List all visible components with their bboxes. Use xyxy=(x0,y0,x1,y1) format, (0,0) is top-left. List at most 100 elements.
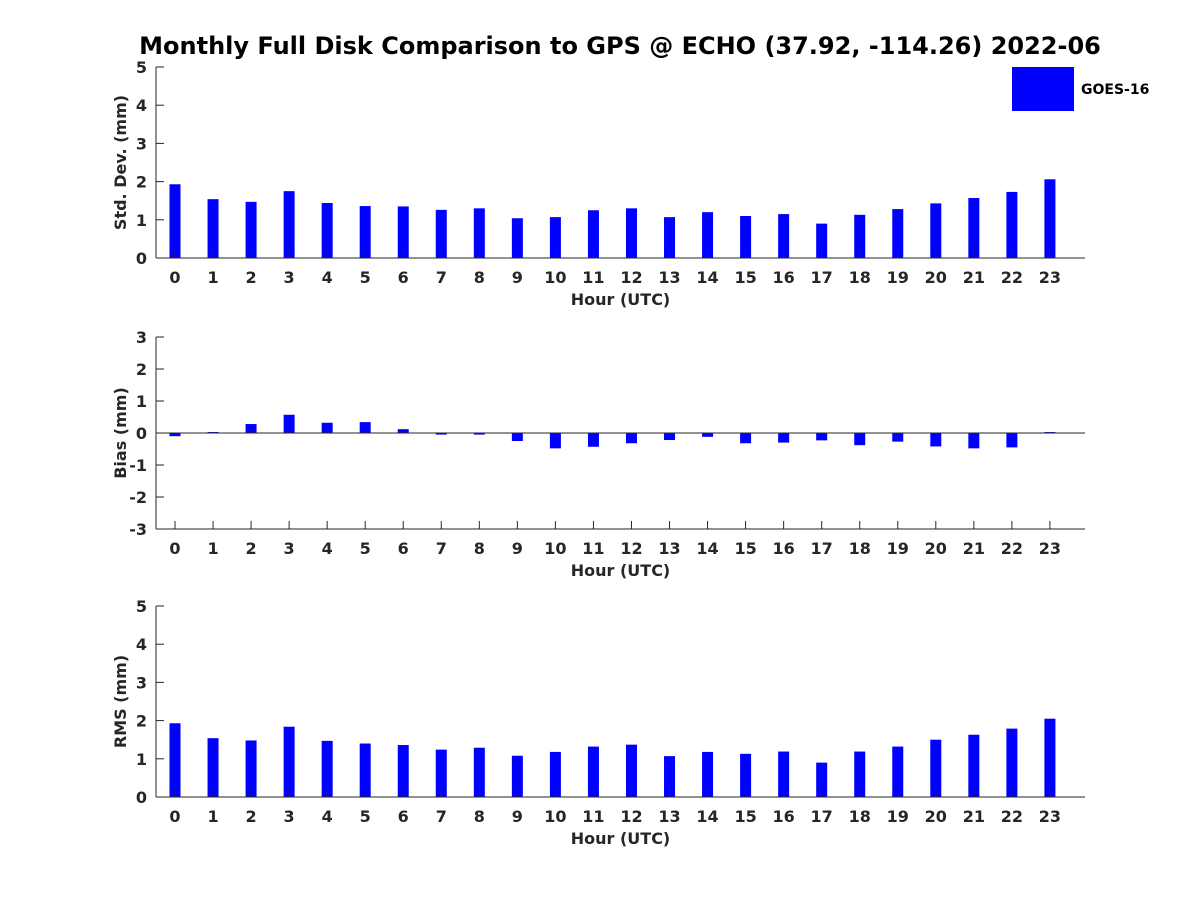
x-tick-label: 15 xyxy=(734,807,756,826)
x-tick-label: 16 xyxy=(773,807,795,826)
x-tick-label: 10 xyxy=(544,539,566,558)
bar-hour-7 xyxy=(435,749,447,797)
x-tick-label: 1 xyxy=(207,268,218,287)
y-tick-label: 2 xyxy=(136,360,147,379)
x-tick-label: 10 xyxy=(544,807,566,826)
x-tick-label: 8 xyxy=(474,268,485,287)
y-tick-label: 4 xyxy=(136,96,147,115)
bar-hour-22 xyxy=(1006,433,1018,448)
x-tick-label: 15 xyxy=(734,539,756,558)
bar-hour-17 xyxy=(816,223,828,258)
x-tick-label: 7 xyxy=(436,268,447,287)
x-tick-label: 6 xyxy=(398,807,409,826)
y-tick-label: 0 xyxy=(136,788,147,807)
x-tick-label: 17 xyxy=(811,807,833,826)
y-tick-label: 4 xyxy=(136,635,147,654)
x-tick-label: 9 xyxy=(512,268,523,287)
x-tick-label: 21 xyxy=(963,268,985,287)
bar-hour-0 xyxy=(169,184,181,258)
x-tick-label: 6 xyxy=(398,539,409,558)
bar-hour-2 xyxy=(245,740,257,797)
x-tick-label: 14 xyxy=(696,807,718,826)
x-tick-label: 5 xyxy=(360,268,371,287)
bar-hour-12 xyxy=(625,744,637,797)
bar-hour-17 xyxy=(816,433,828,441)
bar-hour-22 xyxy=(1006,191,1018,258)
y-tick-label: 2 xyxy=(136,712,147,731)
chart-title: Monthly Full Disk Comparison to GPS @ EC… xyxy=(139,32,1101,60)
x-tick-label: 9 xyxy=(512,807,523,826)
legend: GOES-16 xyxy=(1012,67,1149,111)
bar-hour-2 xyxy=(245,201,257,258)
bar-hour-4 xyxy=(321,740,333,797)
y-tick-label: 2 xyxy=(136,173,147,192)
bar-hour-3 xyxy=(283,726,295,797)
x-tick-label: 13 xyxy=(658,807,680,826)
x-axis-label: Hour (UTC) xyxy=(571,290,671,309)
bar-hour-6 xyxy=(397,745,409,797)
x-tick-label: 19 xyxy=(887,268,909,287)
bar-hour-22 xyxy=(1006,728,1018,797)
bar-hour-4 xyxy=(321,202,333,258)
bar-hour-23 xyxy=(1044,718,1056,797)
bar-hour-19 xyxy=(892,433,904,442)
bar-hour-0 xyxy=(169,723,181,797)
bar-hour-7 xyxy=(435,433,447,435)
y-tick-label: 0 xyxy=(136,424,147,443)
x-tick-label: 14 xyxy=(696,539,718,558)
bar-hour-6 xyxy=(397,206,409,258)
bar-hour-8 xyxy=(473,433,485,435)
y-tick-label: 1 xyxy=(136,750,147,769)
x-tick-label: 22 xyxy=(1001,268,1023,287)
x-tick-label: 20 xyxy=(925,268,947,287)
bar-hour-5 xyxy=(359,422,371,433)
bar-hour-16 xyxy=(778,433,790,443)
bar-hour-11 xyxy=(587,746,599,797)
x-tick-label: 15 xyxy=(734,268,756,287)
bar-hour-23 xyxy=(1044,179,1056,258)
x-tick-label: 19 xyxy=(887,539,909,558)
x-tick-label: 7 xyxy=(436,539,447,558)
bar-hour-18 xyxy=(854,433,866,446)
bar-hour-3 xyxy=(283,191,295,258)
x-tick-label: 22 xyxy=(1001,807,1023,826)
x-tick-label: 18 xyxy=(849,268,871,287)
x-tick-label: 3 xyxy=(284,539,295,558)
bar-hour-15 xyxy=(740,215,752,258)
x-tick-label: 0 xyxy=(169,807,180,826)
x-tick-label: 4 xyxy=(322,539,333,558)
bar-hour-7 xyxy=(435,209,447,258)
x-tick-label: 8 xyxy=(474,539,485,558)
bar-hour-19 xyxy=(892,746,904,797)
bar-hour-15 xyxy=(740,753,752,797)
bar-hour-4 xyxy=(321,422,333,433)
x-tick-label: 2 xyxy=(246,539,257,558)
x-tick-label: 7 xyxy=(436,807,447,826)
x-tick-label: 12 xyxy=(620,539,642,558)
x-axis-label: Hour (UTC) xyxy=(571,561,671,580)
x-tick-label: 16 xyxy=(773,539,795,558)
bar-hour-6 xyxy=(397,429,409,433)
x-tick-label: 14 xyxy=(696,268,718,287)
x-tick-label: 1 xyxy=(207,539,218,558)
legend-label: GOES-16 xyxy=(1081,82,1149,98)
bar-hour-10 xyxy=(549,217,561,258)
bar-hour-18 xyxy=(854,751,866,797)
x-tick-label: 19 xyxy=(887,807,909,826)
y-tick-label: -3 xyxy=(129,520,147,539)
x-tick-label: 5 xyxy=(360,539,371,558)
bar-hour-21 xyxy=(968,198,980,258)
x-tick-label: 5 xyxy=(360,807,371,826)
bar-hour-14 xyxy=(702,433,714,437)
x-tick-label: 2 xyxy=(246,268,257,287)
bar-hour-13 xyxy=(664,756,676,797)
bar-hour-21 xyxy=(968,734,980,797)
bar-hour-2 xyxy=(245,424,257,433)
x-tick-label: 13 xyxy=(658,539,680,558)
x-tick-label: 6 xyxy=(398,268,409,287)
bar-hour-1 xyxy=(207,199,219,258)
x-tick-label: 1 xyxy=(207,807,218,826)
bar-hour-5 xyxy=(359,206,371,258)
